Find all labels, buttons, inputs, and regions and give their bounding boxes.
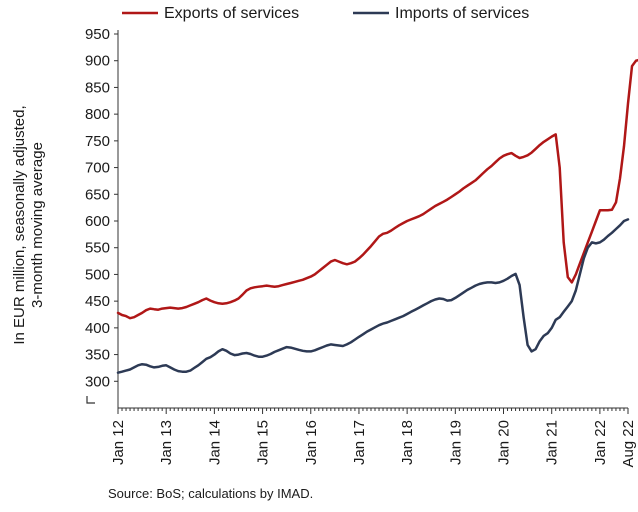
x-tick-label: Aug 22: [620, 420, 637, 468]
y-tick-label: 400: [85, 320, 110, 337]
y-tick-labels: 300 350 400 450 500 550 600 650 700 750 800 850 900 9…: [85, 26, 118, 390]
x-tick-labels: Jan 12 Jan 13 Jan 14 Jan 15 Jan 16 Jan 17 Jan …: [110, 408, 637, 468]
axes: [86, 30, 628, 409]
exports-series-line: [116, 58, 638, 320]
x-tick-label: Jan 22: [592, 420, 609, 465]
x-tick-label: Jan 20: [496, 420, 513, 465]
y-tick-label: 800: [85, 106, 110, 123]
y-axis-label: In EUR million, seasonally adjusted,3-mo…: [11, 105, 46, 344]
legend-label-exports: Exports of services: [164, 5, 299, 22]
y-tick-label: 650: [85, 186, 110, 203]
y-axis-label-line: In EUR million, seasonally adjusted,: [11, 105, 28, 344]
x-tick-label: Jan 14: [206, 420, 223, 465]
x-tick-label: Jan 21: [544, 420, 561, 465]
x-tick-label: Jan 12: [110, 420, 127, 465]
x-tick-label: Jan 19: [447, 420, 464, 465]
axis-break-mark: [86, 396, 95, 404]
y-tick-label: 500: [85, 266, 110, 283]
y-tick-label: 550: [85, 240, 110, 257]
series-lines: [116, 58, 638, 374]
y-tick-label: 900: [85, 53, 110, 70]
x-tick-label: Jan 15: [255, 420, 272, 465]
y-tick-label: 750: [85, 133, 110, 150]
y-tick-label: 950: [85, 26, 110, 43]
y-axis-label-line: 3-month moving average: [29, 142, 46, 308]
y-tick-label: 450: [85, 293, 110, 310]
y-tick-label: 300: [85, 373, 110, 390]
x-tick-label: Jan 13: [158, 420, 175, 465]
legend-label-imports: Imports of services: [395, 5, 529, 22]
y-tick-label: 850: [85, 79, 110, 96]
y-tick-label: 600: [85, 213, 110, 230]
y-tick-label: 350: [85, 347, 110, 364]
x-tick-label: Jan 17: [351, 420, 368, 465]
imports-series-line: [116, 218, 630, 374]
x-tick-label: Jan 18: [399, 420, 416, 465]
y-tick-label: 700: [85, 160, 110, 177]
x-tick-label: Jan 16: [303, 420, 320, 465]
legend: Exports of services Imports of services: [122, 5, 529, 22]
source-note: Source: BoS; calculations by IMAD.: [108, 486, 314, 501]
